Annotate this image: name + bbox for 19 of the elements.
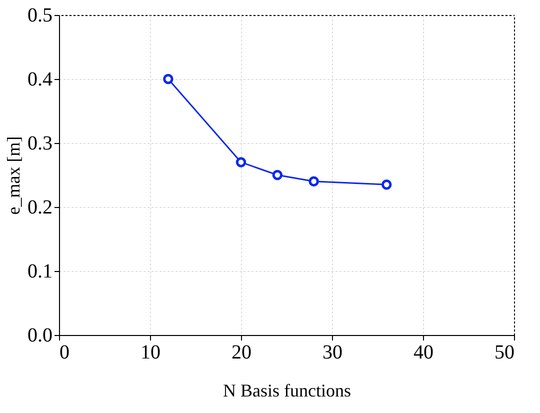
x-tick-label: 40 — [414, 342, 434, 364]
x-tick-label: 0 — [60, 342, 70, 364]
point — [272, 170, 283, 180]
x-tick-label: 10 — [140, 342, 160, 364]
point — [381, 179, 392, 190]
y-tick-label: 0.4 — [28, 68, 52, 90]
x-axis-title: N Basis functions — [223, 380, 351, 400]
x-tick-label: 30 — [322, 342, 342, 364]
x-tick-label: 50 — [494, 342, 514, 364]
point — [308, 176, 319, 187]
y-axis-title: e_max [m] — [4, 136, 24, 215]
point — [163, 74, 174, 84]
point — [236, 157, 246, 168]
x-tick-label: 20 — [232, 342, 252, 364]
y-tick-label: 0.1 — [28, 260, 52, 282]
y-tick-label: 0.0 — [28, 324, 52, 346]
y-tick-label: 0.3 — [28, 132, 52, 154]
y-tick-label: 0.5 — [28, 4, 52, 26]
y-tick-label: 0.2 — [28, 196, 52, 218]
